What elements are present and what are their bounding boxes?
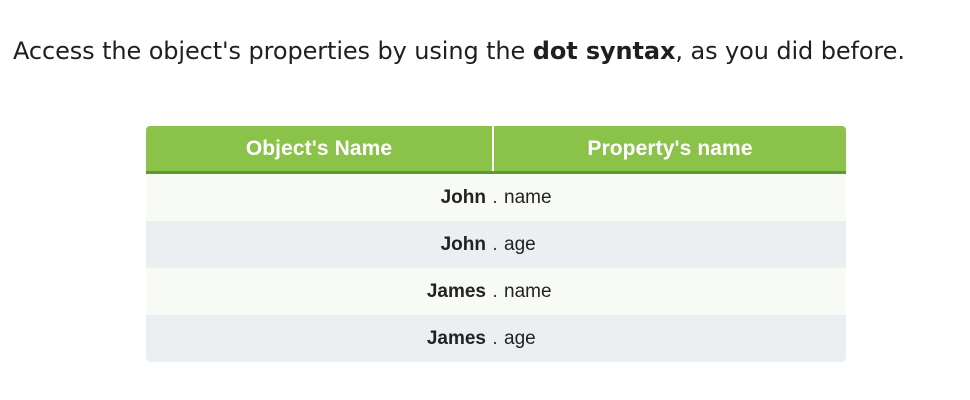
table-row: James . age [146,315,846,362]
property-cell: age [504,233,536,255]
property-cell: name [504,280,552,302]
header-property-name: Property's name [587,136,753,160]
object-cell: John [440,186,486,208]
table-row: John . age [146,221,846,268]
table-body: John . name John . age James . name Jame… [146,174,846,362]
dot-separator: . [492,233,498,255]
dot-separator: . [492,186,498,208]
intro-paragraph: Access the object's properties by using … [13,33,905,69]
table-row: John . name [146,174,846,221]
table-header: Object's Name Property's name [146,126,846,174]
dot-separator: . [492,327,498,349]
intro-text-after: , as you did before. [675,37,905,65]
intro-text-before: Access the object's properties by using … [13,37,533,65]
property-cell: name [504,186,552,208]
header-object-name: Object's Name [146,126,494,171]
intro-emphasis: dot syntax [532,37,676,65]
table-row: James . name [146,268,846,315]
dot-separator: . [492,280,498,302]
property-cell: age [504,327,536,349]
dot-syntax-table: Object's Name Property's name John . nam… [146,126,846,362]
object-cell: John [440,233,486,255]
object-cell: James [426,327,486,349]
object-cell: James [426,280,486,302]
